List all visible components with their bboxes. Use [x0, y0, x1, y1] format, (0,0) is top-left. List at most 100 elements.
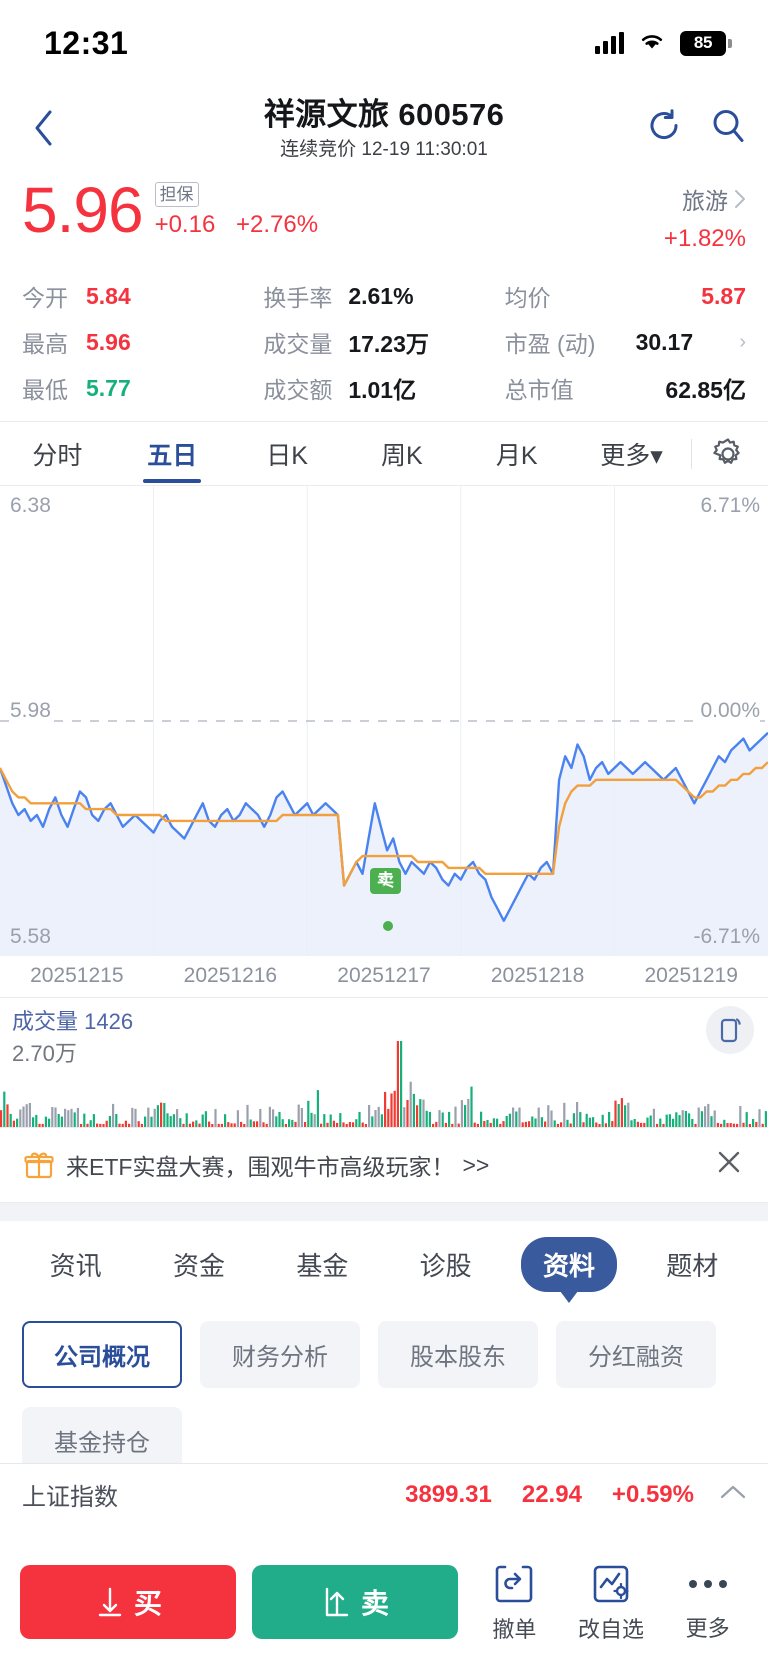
index-name: 上证指数 [22, 1484, 118, 1511]
volume-bar [438, 1110, 441, 1127]
volume-bar [742, 1122, 745, 1127]
expand-chart-button[interactable] [706, 1006, 754, 1054]
volume-bar [617, 1104, 620, 1127]
volume-bar [707, 1103, 710, 1127]
stat-value: 1.01亿 [348, 377, 417, 403]
volume-bar [502, 1121, 505, 1127]
volume-bar [665, 1114, 668, 1127]
index-change: 22.94 [521, 1480, 582, 1508]
stat-value: 5.84 [86, 282, 131, 309]
volume-bar [316, 1090, 319, 1127]
sell-marker[interactable]: 卖 [370, 868, 401, 912]
date-axis-label: 20251219 [644, 964, 738, 987]
section-tab-4[interactable]: 资料 [507, 1221, 630, 1307]
volume-bar [416, 1105, 419, 1127]
volume-bar [608, 1112, 611, 1127]
sell-marker-tip [370, 885, 384, 911]
chart-tab-1[interactable]: 五日 [115, 422, 230, 485]
price-chart[interactable]: 6.38 6.71% 5.98 0.00% 5.58 -6.71% 卖 [0, 485, 768, 956]
volume-bar [675, 1112, 678, 1127]
section-tab-5[interactable]: 题材 [631, 1221, 754, 1307]
chart-tab-3[interactable]: 周K [381, 441, 423, 470]
volume-bar [259, 1108, 262, 1127]
back-button[interactable] [26, 108, 62, 148]
sub-tab-chip-2[interactable]: 股本股东 [378, 1321, 538, 1388]
volume-bar [582, 1122, 585, 1127]
volume-bar [694, 1123, 697, 1127]
promo-banner[interactable]: 来ETF实盘大赛，围观牛市高级玩家！ >> [0, 1127, 768, 1203]
volume-bar [284, 1124, 287, 1127]
cancel-order-label: 撤单 [492, 1616, 537, 1642]
stat-value: 5.96 [86, 328, 131, 355]
more-label: 更多 [685, 1615, 730, 1641]
volume-bar [313, 1114, 316, 1127]
index-collapse-button[interactable] [720, 1483, 746, 1506]
cancel-order-button[interactable]: 撤单 [474, 1561, 555, 1644]
chart-tab-2[interactable]: 日K [266, 441, 308, 470]
volume-bar [35, 1114, 38, 1127]
volume-bar [105, 1120, 108, 1127]
buy-button[interactable]: 买 [20, 1565, 236, 1639]
volume-bar [140, 1123, 143, 1127]
volume-bar [473, 1122, 476, 1127]
volume-bar [678, 1115, 681, 1127]
volume-bar [304, 1122, 307, 1127]
volume-bar [595, 1122, 598, 1127]
stat-item: 总市值 62.85亿 [505, 365, 746, 411]
sub-tab-chip-0[interactable]: 公司概况 [22, 1321, 182, 1388]
sub-tab-chip-3[interactable]: 分红融资 [556, 1321, 716, 1388]
volume-bar [614, 1100, 617, 1127]
volume-bar [243, 1124, 246, 1127]
volume-bar [688, 1113, 691, 1127]
more-button[interactable]: 更多 [667, 1562, 748, 1643]
divider [690, 438, 692, 469]
volume-bar [528, 1121, 531, 1127]
close-banner-button[interactable] [714, 1147, 744, 1183]
volume-bar [524, 1121, 527, 1127]
refresh-button[interactable] [646, 108, 682, 149]
sector-link[interactable]: 旅游 [664, 182, 746, 216]
stat-key: 换手率 [263, 285, 333, 311]
edit-watchlist-button[interactable]: 改自选 [571, 1561, 652, 1644]
chart-tab-4[interactable]: 月K [495, 441, 538, 470]
volume-bar [345, 1124, 348, 1127]
index-quote-bar[interactable]: 上证指数 3899.31 22.94 +0.59% [0, 1463, 768, 1525]
volume-chart[interactable]: 成交量 1426 2.70万 [0, 997, 768, 1127]
volume-bar [566, 1119, 569, 1127]
volume-bar [38, 1123, 41, 1127]
buy-button-label: 买 [133, 1588, 162, 1619]
chart-tab-0[interactable]: 分时 [32, 441, 83, 470]
volume-bar [508, 1113, 511, 1127]
volume-bar [611, 1121, 614, 1127]
section-tab-2[interactable]: 基金 [261, 1221, 384, 1307]
volume-bar [560, 1122, 563, 1127]
sub-tab-chip-1[interactable]: 财务分析 [200, 1321, 360, 1388]
volume-bar [572, 1113, 575, 1127]
section-tab-label: 资料 [520, 1236, 617, 1292]
status-time: 12:31 [44, 24, 129, 61]
search-button[interactable] [710, 108, 746, 149]
volume-bar [390, 1093, 393, 1127]
section-tab-3[interactable]: 诊股 [384, 1221, 507, 1307]
volume-bar [48, 1118, 51, 1127]
section-tab-0[interactable]: 资讯 [14, 1221, 137, 1307]
stat-key: 最高 [22, 331, 68, 357]
stat-item[interactable]: 市盈 (动) 30.17 › [505, 319, 746, 365]
volume-bar [556, 1123, 559, 1127]
volume-bar [131, 1107, 134, 1127]
section-tab-1[interactable]: 资金 [137, 1221, 260, 1307]
volume-bar [745, 1112, 748, 1127]
gear-icon [713, 437, 740, 464]
volume-bar [272, 1109, 275, 1127]
stat-value: 5.77 [86, 374, 131, 401]
volume-bar [220, 1123, 223, 1127]
volume-bar [406, 1100, 409, 1127]
sell-button[interactable]: 卖 [252, 1565, 458, 1639]
market-status: 连续竞价 12-19 11:30:01 [280, 138, 488, 160]
sub-tab-chip-4[interactable]: 基金持仓 [22, 1407, 182, 1474]
promo-banner-arrows: >> [462, 1151, 490, 1178]
chart-settings-button[interactable] [700, 437, 756, 471]
volume-bar [563, 1102, 566, 1127]
volume-bar [230, 1123, 233, 1127]
chart-tab-5[interactable]: 更多▾ [600, 441, 663, 470]
